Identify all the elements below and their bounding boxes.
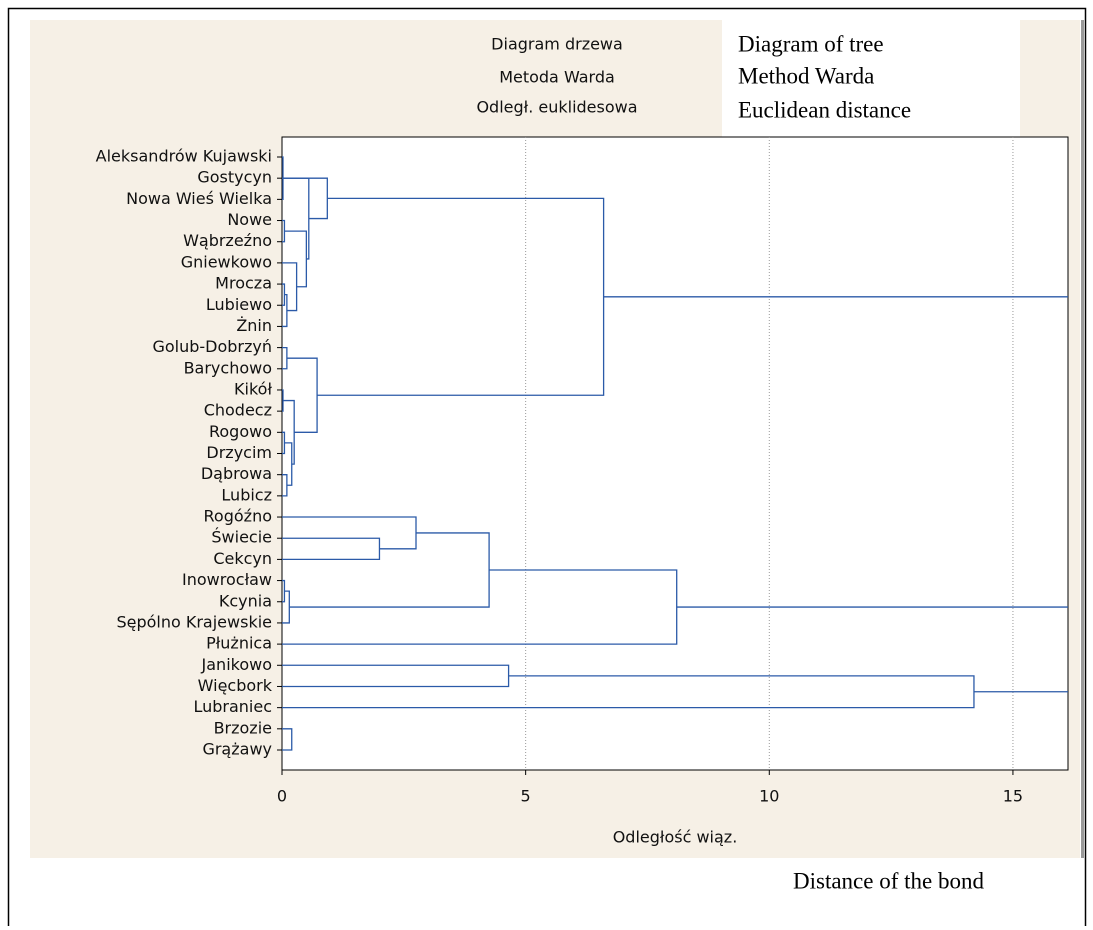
link [282, 579, 286, 603]
leaf-label: Rogowo [209, 422, 272, 441]
leaf-label: Dąbrowa [201, 464, 272, 483]
leaf-label: Gostycyn [197, 168, 272, 187]
leaf-label: Aleksandrów Kujawski [96, 147, 272, 166]
leaf-label: Grążawy [202, 740, 272, 759]
leaf-label: Żnin [236, 316, 272, 335]
annotation-box [722, 20, 1020, 138]
x-axis-label: Odległość wiąz. [613, 828, 738, 847]
leaf-label: Świecie [211, 528, 272, 547]
link [282, 728, 293, 751]
leaf-label: Sępólno Krajewskie [116, 612, 272, 631]
leaf-label: Płużnica [206, 634, 272, 653]
leaf-label: Gniewkowo [181, 252, 272, 271]
leaf-label: Wąbrzeźno [183, 231, 272, 250]
leaf-label: Nowa Wieś Wielka [126, 189, 272, 208]
leaf-label: Więcbork [198, 676, 273, 695]
link [282, 177, 328, 220]
link [282, 219, 286, 243]
leaf-label: Nowe [227, 210, 272, 229]
leaf-label: Golub-Dobrzyń [152, 337, 272, 356]
leaf-label: Lubicz [221, 485, 272, 504]
link [282, 399, 295, 465]
link [282, 590, 290, 624]
links [282, 156, 1068, 751]
leaf-label: Kcynia [219, 591, 272, 610]
leaf-label: Inowrocław [182, 570, 272, 589]
x-tick-label: 0 [277, 787, 287, 806]
link [282, 431, 286, 455]
title-line: Diagram drzewa [491, 35, 623, 54]
leaf-label: Brzozie [214, 718, 272, 737]
x-tick-label: 15 [1003, 787, 1023, 806]
leaf-label: Cekcyn [213, 549, 272, 568]
x-tick-label: 10 [759, 787, 779, 806]
link [282, 537, 381, 561]
leaf-label: Lubiewo [206, 295, 272, 314]
link [282, 664, 510, 688]
panel-edge [1081, 20, 1084, 858]
x-tick-label: 5 [521, 787, 531, 806]
leaf-label: Barychowo [184, 358, 272, 377]
annotation-line: Diagram of tree [738, 31, 884, 56]
annotation-line: Euclidean distance [738, 97, 911, 122]
annotation-line: Method Warda [738, 63, 874, 88]
leaf-label: Chodecz [204, 401, 272, 420]
leaf-label: Rogóźno [204, 507, 272, 526]
link [603, 296, 1068, 608]
plot-area [281, 136, 1069, 771]
leaf-label: Mrocza [215, 274, 272, 293]
leaf-label: Lubraniec [193, 697, 272, 716]
link [282, 283, 286, 306]
leaf-label: Kikół [234, 379, 272, 398]
x-axis-label-translation: Distance of the bond [793, 868, 984, 893]
title-line: Metoda Warda [499, 68, 615, 87]
title-line: Odległ. euklidesowa [476, 98, 637, 117]
leaf-label: Drzycim [206, 443, 272, 462]
leaf-label: Janikowo [201, 655, 272, 674]
